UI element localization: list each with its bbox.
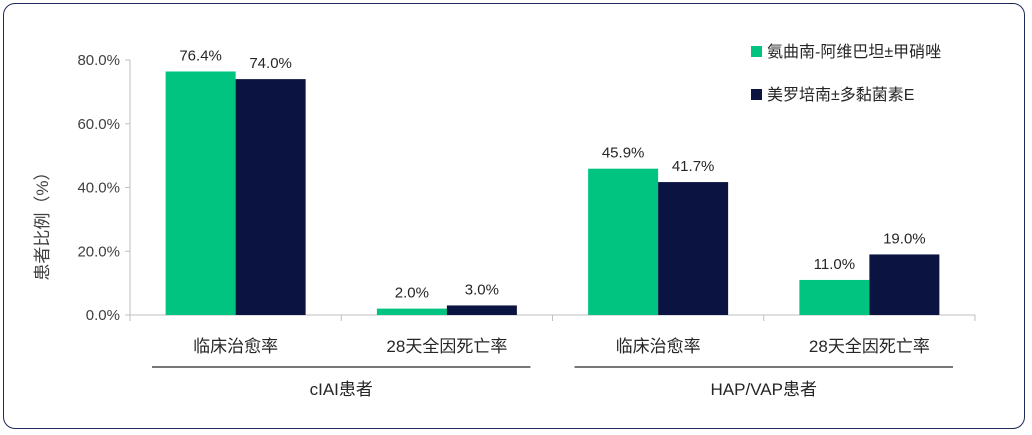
legend-label-series-2: 美罗培南±多黏菌素E	[767, 86, 914, 104]
legend-swatch-series-1	[751, 46, 762, 57]
bar-series-1	[799, 279, 870, 315]
bar-series-2	[235, 79, 306, 315]
category-label: 临床治愈率	[616, 337, 701, 356]
data-label: 3.0%	[465, 281, 499, 298]
data-label: 76.4%	[179, 47, 222, 64]
y-tick-label: 60.0%	[77, 116, 120, 133]
group-label: HAP/VAP患者	[711, 380, 817, 399]
data-label: 2.0%	[395, 285, 429, 302]
bar-series-1	[588, 168, 659, 315]
category-label: 临床治愈率	[193, 337, 278, 356]
bar-series-2	[869, 254, 940, 315]
y-tick-label: 80.0%	[77, 52, 120, 69]
legend: 氨曲南-阿维巴坦±甲硝唑 美罗培南±多黏菌素E	[751, 43, 941, 104]
y-axis-title: 患者比例（%）	[33, 163, 52, 280]
legend-label-series-1: 氨曲南-阿维巴坦±甲硝唑	[767, 43, 941, 61]
y-tick-label: 20.0%	[77, 243, 120, 260]
bar-series-1	[376, 308, 447, 315]
plot-area: 0.0% 20.0% 40.0% 60.0% 80.0% 76.4% 2.0% 45.9% 11…	[77, 47, 976, 399]
bar-series-2	[446, 305, 517, 315]
legend-swatch-series-2	[751, 89, 762, 100]
category-label: 28天全因死亡率	[386, 337, 507, 356]
category-label: 28天全因死亡率	[809, 337, 930, 356]
bar-series-2	[658, 182, 729, 315]
group-label: cIAI患者	[310, 380, 373, 399]
data-label: 45.9%	[602, 145, 645, 162]
data-label: 74.0%	[249, 55, 292, 72]
y-tick-label: 40.0%	[77, 180, 120, 197]
data-label: 41.7%	[672, 158, 715, 175]
bar-series-1	[165, 71, 236, 315]
data-label: 11.0%	[814, 256, 855, 273]
data-label: 19.0%	[883, 230, 926, 247]
y-tick-label: 0.0%	[86, 307, 120, 324]
